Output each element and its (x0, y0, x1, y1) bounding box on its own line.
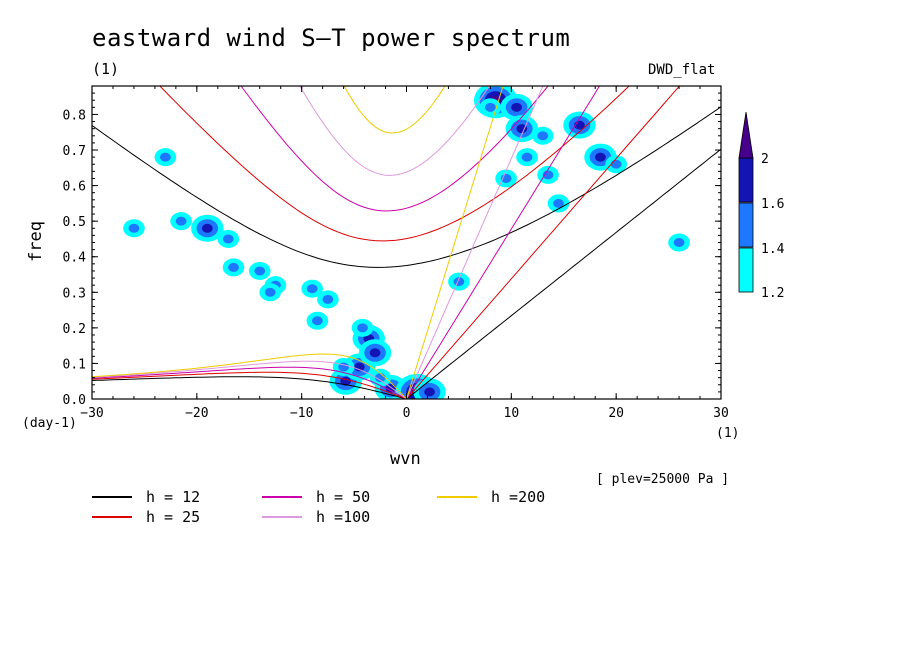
dispersion-curve (92, 360, 407, 399)
colorbar-label: 2 (761, 152, 769, 167)
y-tick-label: 0.0 (63, 393, 86, 408)
colorbar-label: 1.4 (761, 242, 785, 257)
legend-swatch (92, 516, 132, 518)
power-contour (128, 223, 140, 233)
power-contour (311, 316, 323, 326)
power-contour (306, 284, 318, 294)
chart-subtitle: (1) (92, 60, 120, 78)
x-tick-label: −20 (185, 406, 208, 421)
legend-swatch (262, 516, 302, 518)
colorbar-label: 1.6 (761, 197, 784, 212)
dispersion-curve (299, 86, 490, 176)
dispersion-curve (92, 366, 407, 399)
power-contour (424, 387, 435, 397)
power-contour (511, 102, 522, 112)
power-contour (521, 152, 533, 162)
colorbar-segment (738, 202, 754, 248)
y-tick-label: 0.6 (63, 180, 86, 195)
x-tick-label: 20 (608, 406, 624, 421)
legend-label: h =200 (491, 488, 546, 506)
power-contour (542, 170, 554, 180)
legend-item: h =200 (437, 488, 545, 506)
power-contour (516, 124, 528, 134)
plot-frame (91, 85, 722, 400)
power-contour (222, 234, 234, 244)
dispersion-curve (92, 376, 407, 399)
model-label: DWD_flat (648, 62, 716, 78)
dispersion-curve (406, 86, 601, 399)
y-tick-label: 0.1 (63, 357, 86, 372)
x-tick-label: −10 (290, 406, 313, 421)
power-contour (228, 262, 239, 272)
power-contour (673, 238, 685, 247)
legend-item: h = 50 (262, 488, 370, 506)
power-contour (385, 383, 397, 393)
dispersion-curve (159, 86, 630, 242)
legend-swatch (437, 496, 477, 498)
y-tick-label: 0.4 (63, 251, 87, 266)
power-contour (254, 266, 266, 276)
legend-label: h = 25 (146, 508, 201, 526)
legend-item: h = 25 (92, 508, 200, 526)
colorbar-segment (738, 247, 754, 293)
plev-label: [ plev=25000 Pa ] (596, 472, 730, 487)
power-contour (553, 198, 564, 208)
legend-item: h = 12 (92, 488, 200, 506)
curve-legend: h = 12 h = 25 h = 50 h =100 h =200 (92, 488, 592, 528)
y-tick-label: 0.2 (63, 322, 86, 337)
y-tick-label: 0.3 (63, 286, 86, 301)
x-tick-label: 30 (713, 406, 729, 421)
power-contour (357, 323, 368, 333)
x-tick-label: 10 (504, 406, 520, 421)
dispersion-curve (343, 86, 446, 134)
power-contour (484, 102, 496, 112)
dispersion-curve (92, 353, 407, 399)
legend-label: h =100 (316, 508, 371, 526)
power-contour (369, 348, 381, 358)
dispersion-curve (240, 86, 549, 212)
legend-swatch (262, 496, 302, 498)
colorbar-segment (738, 157, 754, 203)
power-contour (610, 159, 622, 169)
colorbar-extend (738, 111, 754, 159)
x-axis-label: wvn (390, 449, 421, 469)
power-contour (201, 223, 213, 233)
power-contour (159, 152, 171, 162)
legend-swatch (92, 496, 132, 498)
power-contour (175, 216, 187, 226)
dispersion-curve (92, 371, 407, 399)
legend-item: h =100 (262, 508, 370, 526)
power-contour (353, 362, 365, 372)
x-tick-label: 0 (403, 406, 411, 421)
y-tick-label: 0.5 (63, 215, 86, 230)
power-contour (537, 131, 549, 141)
dispersion-curve (406, 86, 681, 399)
power-contour (264, 287, 276, 297)
chart-title: eastward wind S–T power spectrum (92, 24, 571, 52)
y-axis-unit: (day-1) (22, 416, 77, 431)
y-tick-label: 0.7 (63, 144, 86, 159)
power-contour (322, 294, 334, 304)
power-contour (595, 152, 606, 162)
dispersion-curve (406, 86, 544, 399)
x-axis-unit: (1) (716, 426, 740, 441)
colorbar-label: 1.2 (761, 286, 784, 301)
x-tick-label: −30 (80, 406, 103, 421)
legend-label: h = 12 (146, 488, 201, 506)
dispersion-curve (92, 106, 721, 268)
legend-label: h = 50 (316, 488, 371, 506)
dispersion-curve (406, 86, 504, 399)
y-tick-label: 0.8 (63, 108, 86, 123)
dispersion-curve (406, 148, 721, 399)
